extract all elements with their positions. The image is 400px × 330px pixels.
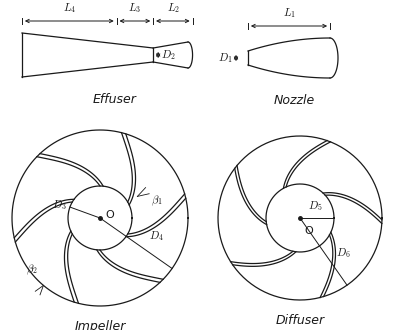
Text: O: O: [105, 210, 114, 220]
Text: $L_1$: $L_1$: [282, 6, 296, 20]
Text: $D_5$: $D_5$: [308, 199, 323, 213]
Text: $\beta_2$: $\beta_2$: [26, 263, 38, 278]
Text: $L_2$: $L_2$: [167, 1, 180, 15]
Text: $L_4$: $L_4$: [63, 1, 76, 15]
Text: $L_3$: $L_3$: [128, 1, 142, 15]
Text: $D_3$: $D_3$: [52, 198, 67, 212]
Text: $D_2$: $D_2$: [161, 48, 176, 62]
Text: Impeller: Impeller: [74, 320, 126, 330]
Text: $D_6$: $D_6$: [336, 246, 351, 260]
Text: $D_1$: $D_1$: [218, 51, 233, 65]
Text: $\beta_1$: $\beta_1$: [152, 193, 163, 208]
Text: O: O: [304, 226, 313, 236]
Text: $D_4$: $D_4$: [149, 229, 164, 243]
Text: Nozzle: Nozzle: [273, 94, 315, 107]
Text: Effuser: Effuser: [93, 93, 137, 106]
Text: Diffuser: Diffuser: [276, 314, 324, 327]
